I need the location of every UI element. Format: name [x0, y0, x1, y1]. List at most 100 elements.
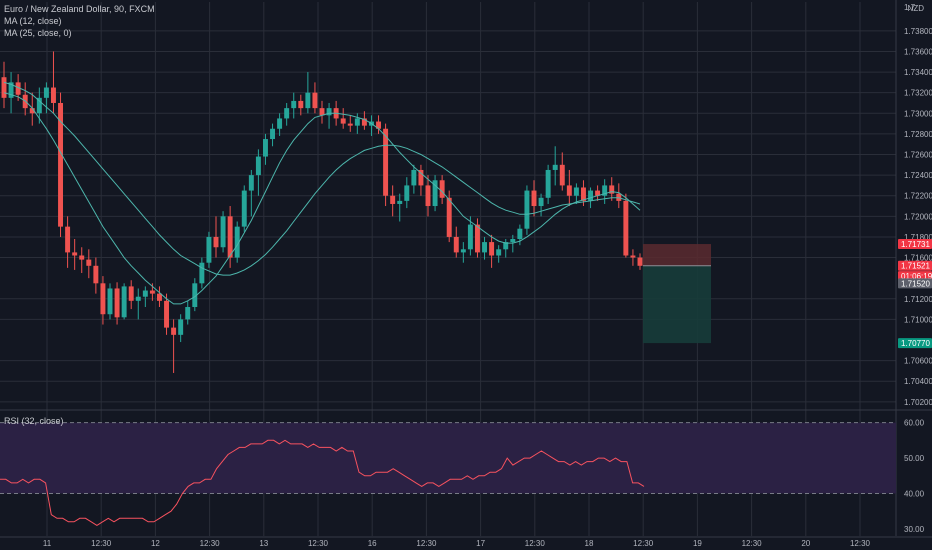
candle-body: [340, 118, 346, 124]
price-tag-label: 01:06:19: [901, 272, 932, 281]
candle-body: [376, 121, 382, 129]
ma25-line: [3, 81, 641, 276]
price-axis-label: 1.72800: [904, 130, 932, 139]
candle-body: [347, 123, 353, 126]
candle-body: [86, 259, 92, 266]
candle-body: [630, 255, 636, 258]
price-axis-label: 1.71200: [904, 295, 932, 304]
price-axis-label: 1.71000: [904, 315, 932, 324]
price-axis-label: 1.70400: [904, 377, 932, 386]
time-axis-label: 12:30: [91, 539, 112, 548]
candle-body: [164, 300, 170, 328]
candle-body: [383, 128, 389, 196]
candle-body: [114, 288, 120, 318]
candle-body: [8, 82, 14, 98]
price-tag-label: 1.71520: [901, 279, 930, 288]
time-axis-label: 12: [151, 539, 160, 548]
candle-body: [524, 190, 530, 229]
candle-body: [185, 307, 191, 320]
candle-body: [171, 327, 177, 335]
candle-body: [580, 187, 586, 201]
time-axis-label: 16: [368, 539, 377, 548]
candle-body: [36, 97, 42, 114]
price-axis-label: 1.71800: [904, 233, 932, 242]
rsi-band: [0, 422, 896, 494]
candle-body: [262, 139, 268, 157]
candle-body: [503, 242, 509, 250]
price-axis-label: 1.71600: [904, 254, 932, 263]
candle-body: [319, 108, 325, 116]
price-axis-label: 1.72400: [904, 171, 932, 180]
candle-body: [566, 185, 572, 196]
price-axis-label: 1.72200: [904, 192, 932, 201]
take-profit-zone: [643, 265, 711, 344]
time-axis-label: 12:30: [633, 539, 654, 548]
candle-body: [121, 286, 127, 318]
rsi-axis-label: 60.00: [904, 419, 925, 428]
rsi-axis-label: 30.00: [904, 525, 925, 534]
time-axis-label: 13: [259, 539, 268, 548]
candle-body: [489, 242, 495, 256]
candle-body: [517, 228, 523, 240]
candle-body: [58, 102, 64, 227]
candle-body: [496, 249, 502, 256]
time-axis-label: 12:30: [742, 539, 763, 548]
rsi-legend[interactable]: RSI (32, close): [4, 416, 64, 426]
candle-body: [538, 197, 544, 207]
candle-body: [206, 236, 212, 263]
candle-body: [602, 185, 608, 196]
stop-loss-zone: [643, 244, 711, 266]
time-axis-label: 19: [693, 539, 702, 548]
candle-body: [248, 175, 254, 191]
candle-body: [29, 108, 35, 114]
ma12-line: [3, 92, 641, 305]
candle-body: [213, 236, 219, 248]
candle-body: [545, 169, 551, 198]
candle-body: [404, 185, 410, 201]
ma12-legend[interactable]: MA (12, close): [4, 16, 62, 26]
ma25-legend[interactable]: MA (25, close, 0): [4, 28, 72, 38]
price-axis-label: 1.73200: [904, 89, 932, 98]
time-axis-label: 17: [476, 539, 485, 548]
candle-body: [305, 92, 311, 109]
candle-body: [128, 286, 134, 301]
candle-body: [199, 262, 205, 284]
price-axis-label: 1.70200: [904, 398, 932, 407]
candle-body: [531, 190, 537, 207]
price-tag-label: 1.71731: [901, 240, 930, 249]
currency-label: NZD: [907, 4, 924, 13]
price-axis-label: 1.70600: [904, 357, 932, 366]
candle-body: [439, 180, 445, 198]
time-axis-label: 18: [585, 539, 594, 548]
rsi-axis-label: 40.00: [904, 489, 925, 498]
candle-body: [149, 290, 155, 294]
candle-body: [390, 195, 396, 204]
price-tag: [898, 260, 932, 271]
candle-body: [595, 190, 601, 196]
time-axis-label: 12:30: [308, 539, 329, 548]
time-axis-label: 12:30: [525, 539, 546, 548]
candle-body: [552, 164, 558, 170]
candle-body: [460, 249, 466, 253]
candle-body: [156, 293, 162, 301]
candle-body: [467, 224, 473, 250]
candle-body: [291, 100, 297, 109]
candle-body: [93, 265, 99, 284]
candle-body: [510, 239, 516, 243]
candle-body: [270, 128, 276, 140]
candle-body: [227, 216, 233, 258]
rsi-axis-label: 50.00: [904, 454, 925, 463]
candle-body: [241, 190, 247, 227]
symbol-legend[interactable]: Euro / New Zealand Dollar, 90, FXCM: [4, 4, 155, 14]
time-axis-label: 12:30: [200, 539, 221, 548]
time-axis-label: 20: [801, 539, 810, 548]
price-tag-label: 1.71521: [901, 262, 930, 271]
price-tag: [898, 239, 932, 250]
price-tag: [898, 278, 932, 289]
candle-body: [298, 100, 304, 109]
price-axis-label: 1.7: [904, 3, 916, 12]
price-axis-label: 1.72000: [904, 212, 932, 221]
candle-body: [361, 118, 367, 126]
price-axis-label: 1.73800: [904, 27, 932, 36]
